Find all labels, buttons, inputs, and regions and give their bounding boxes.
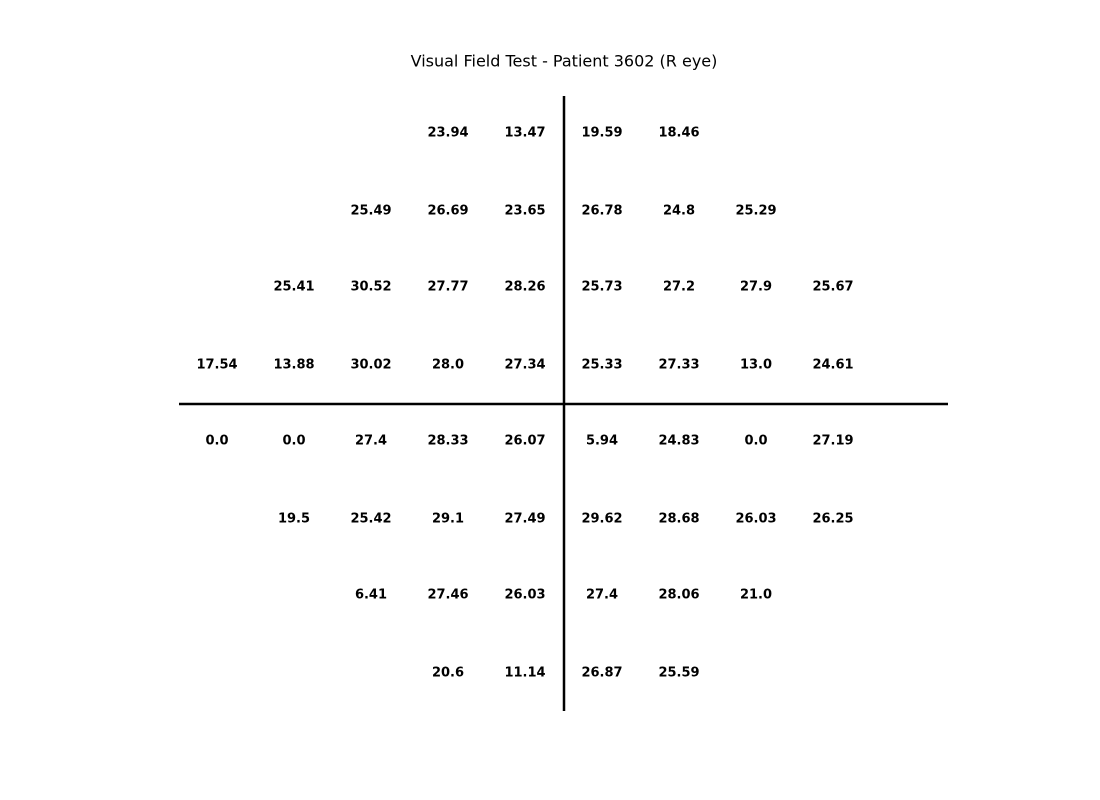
sensitivity-value: 24.61 <box>812 358 853 373</box>
sensitivity-value: 27.33 <box>658 358 699 373</box>
sensitivity-value: 26.07 <box>504 434 545 449</box>
sensitivity-value: 13.47 <box>504 126 545 141</box>
sensitivity-value: 25.73 <box>581 280 622 295</box>
sensitivity-value: 25.49 <box>350 204 391 219</box>
sensitivity-value: 25.33 <box>581 358 622 373</box>
sensitivity-value: 27.34 <box>504 358 545 373</box>
sensitivity-value: 25.59 <box>658 666 699 681</box>
sensitivity-value: 27.9 <box>740 280 772 295</box>
sensitivity-value: 29.1 <box>432 512 464 527</box>
sensitivity-value: 24.83 <box>658 434 699 449</box>
sensitivity-value: 6.41 <box>355 588 387 603</box>
sensitivity-value: 28.33 <box>427 434 468 449</box>
sensitivity-value: 26.87 <box>581 666 622 681</box>
sensitivity-value: 23.94 <box>427 126 468 141</box>
sensitivity-value: 30.02 <box>350 358 391 373</box>
sensitivity-value: 20.6 <box>432 666 464 681</box>
sensitivity-value: 30.52 <box>350 280 391 295</box>
sensitivity-value: 21.0 <box>740 588 772 603</box>
sensitivity-value: 17.54 <box>196 358 237 373</box>
sensitivity-value: 0.0 <box>205 434 228 449</box>
sensitivity-value: 0.0 <box>282 434 305 449</box>
sensitivity-value: 19.59 <box>581 126 622 141</box>
sensitivity-value: 28.06 <box>658 588 699 603</box>
sensitivity-value: 27.4 <box>586 588 618 603</box>
sensitivity-value: 13.0 <box>740 358 772 373</box>
sensitivity-value: 27.4 <box>355 434 387 449</box>
sensitivity-value: 24.8 <box>663 204 695 219</box>
sensitivity-value: 27.49 <box>504 512 545 527</box>
sensitivity-value: 27.19 <box>812 434 853 449</box>
sensitivity-value: 27.2 <box>663 280 695 295</box>
sensitivity-value: 5.94 <box>586 434 618 449</box>
sensitivity-value: 25.41 <box>273 280 314 295</box>
sensitivity-value: 26.03 <box>735 512 776 527</box>
sensitivity-value: 19.5 <box>278 512 310 527</box>
sensitivity-value: 23.65 <box>504 204 545 219</box>
sensitivity-value: 26.03 <box>504 588 545 603</box>
sensitivity-value: 25.67 <box>812 280 853 295</box>
sensitivity-value: 27.46 <box>427 588 468 603</box>
sensitivity-value: 28.26 <box>504 280 545 295</box>
sensitivity-value: 29.62 <box>581 512 622 527</box>
sensitivity-value: 0.0 <box>744 434 767 449</box>
sensitivity-value: 18.46 <box>658 126 699 141</box>
title: Visual Field Test - Patient 3602 (R eye) <box>411 52 718 71</box>
sensitivity-value: 28.68 <box>658 512 699 527</box>
sensitivity-value: 11.14 <box>504 666 545 681</box>
sensitivity-value: 28.0 <box>432 358 464 373</box>
sensitivity-value: 25.29 <box>735 204 776 219</box>
sensitivity-value: 13.88 <box>273 358 314 373</box>
sensitivity-value: 26.69 <box>427 204 468 219</box>
sensitivity-value: 26.25 <box>812 512 853 527</box>
sensitivity-value: 27.77 <box>427 280 468 295</box>
sensitivity-value: 26.78 <box>581 204 622 219</box>
sensitivity-value: 25.42 <box>350 512 391 527</box>
